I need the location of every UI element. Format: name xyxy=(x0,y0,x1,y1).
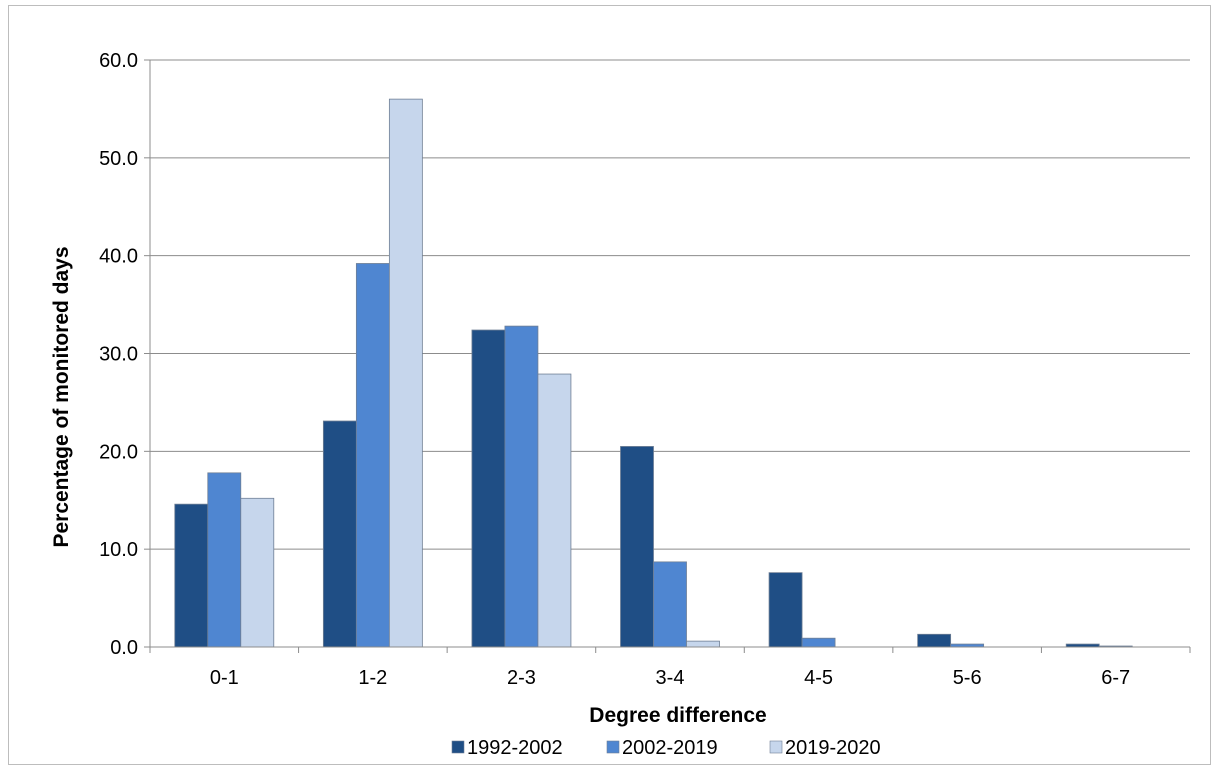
x-axis-title: Degree difference xyxy=(589,704,766,727)
legend-label: 2019-2020 xyxy=(785,737,881,759)
gridlines xyxy=(150,59,1190,550)
bar-2019-2020-3-4 xyxy=(686,640,720,648)
bars xyxy=(174,98,1133,648)
y-axis-title: Percentage of monitored days xyxy=(50,246,73,547)
bar-2002-2019-2-3 xyxy=(504,325,539,648)
x-tick-label: 4-5 xyxy=(804,667,833,689)
axes xyxy=(144,59,1191,653)
bar-2002-2019-1-2 xyxy=(355,263,390,648)
bar-1992-2002-2-3 xyxy=(471,329,506,648)
legend-swatch xyxy=(769,740,783,754)
bar-2002-2019-4-5 xyxy=(801,637,836,648)
bar-1992-2002-3-4 xyxy=(620,446,654,648)
x-tick-label: 1-2 xyxy=(358,667,387,689)
bar-1992-2002-0-1 xyxy=(174,503,209,648)
bar-2019-2020-1-2 xyxy=(388,98,423,648)
x-tick-label: 6-7 xyxy=(1101,667,1130,689)
bar-1992-2002-1-2 xyxy=(322,420,357,648)
legend-item: 1992-2002 xyxy=(451,737,563,759)
y-tick-label: 50.0 xyxy=(99,148,138,170)
bar-1992-2002-4-5 xyxy=(768,572,803,648)
legend-swatch xyxy=(606,740,620,754)
y-tick-label: 0.0 xyxy=(110,637,138,659)
legend-swatch xyxy=(451,740,465,754)
legend-label: 1992-2002 xyxy=(467,737,563,759)
y-tick-label: 10.0 xyxy=(99,539,138,561)
x-tick-label: 2-3 xyxy=(507,667,536,689)
x-tick-labels: 0-1 1-2 2-3 3-4 4-5 5-6 6-7 xyxy=(210,667,1130,689)
bar-2019-2020-0-1 xyxy=(240,497,275,648)
y-tick-label: 20.0 xyxy=(99,441,138,463)
y-tick-label: 60.0 xyxy=(99,50,138,72)
legend: 1992-2002 2002-2019 2019-2020 xyxy=(451,737,881,759)
legend-item: 2019-2020 xyxy=(769,737,881,759)
bar-2002-2019-3-4 xyxy=(653,561,687,648)
x-tick-label: 5-6 xyxy=(953,667,982,689)
bar-1992-2002-5-6 xyxy=(917,633,952,648)
y-tick-label: 40.0 xyxy=(99,246,138,268)
y-tick-label: 30.0 xyxy=(99,344,138,366)
bar-2002-2019-0-1 xyxy=(207,472,242,648)
legend-label: 2002-2019 xyxy=(622,737,718,759)
x-tick-label: 0-1 xyxy=(210,667,239,689)
bar-2019-2020-2-3 xyxy=(537,373,572,648)
legend-item: 2002-2019 xyxy=(606,737,718,759)
y-tick-labels: 0.0 10.0 20.0 30.0 40.0 50.0 60.0 xyxy=(99,50,138,659)
x-tick-label: 3-4 xyxy=(656,667,685,689)
